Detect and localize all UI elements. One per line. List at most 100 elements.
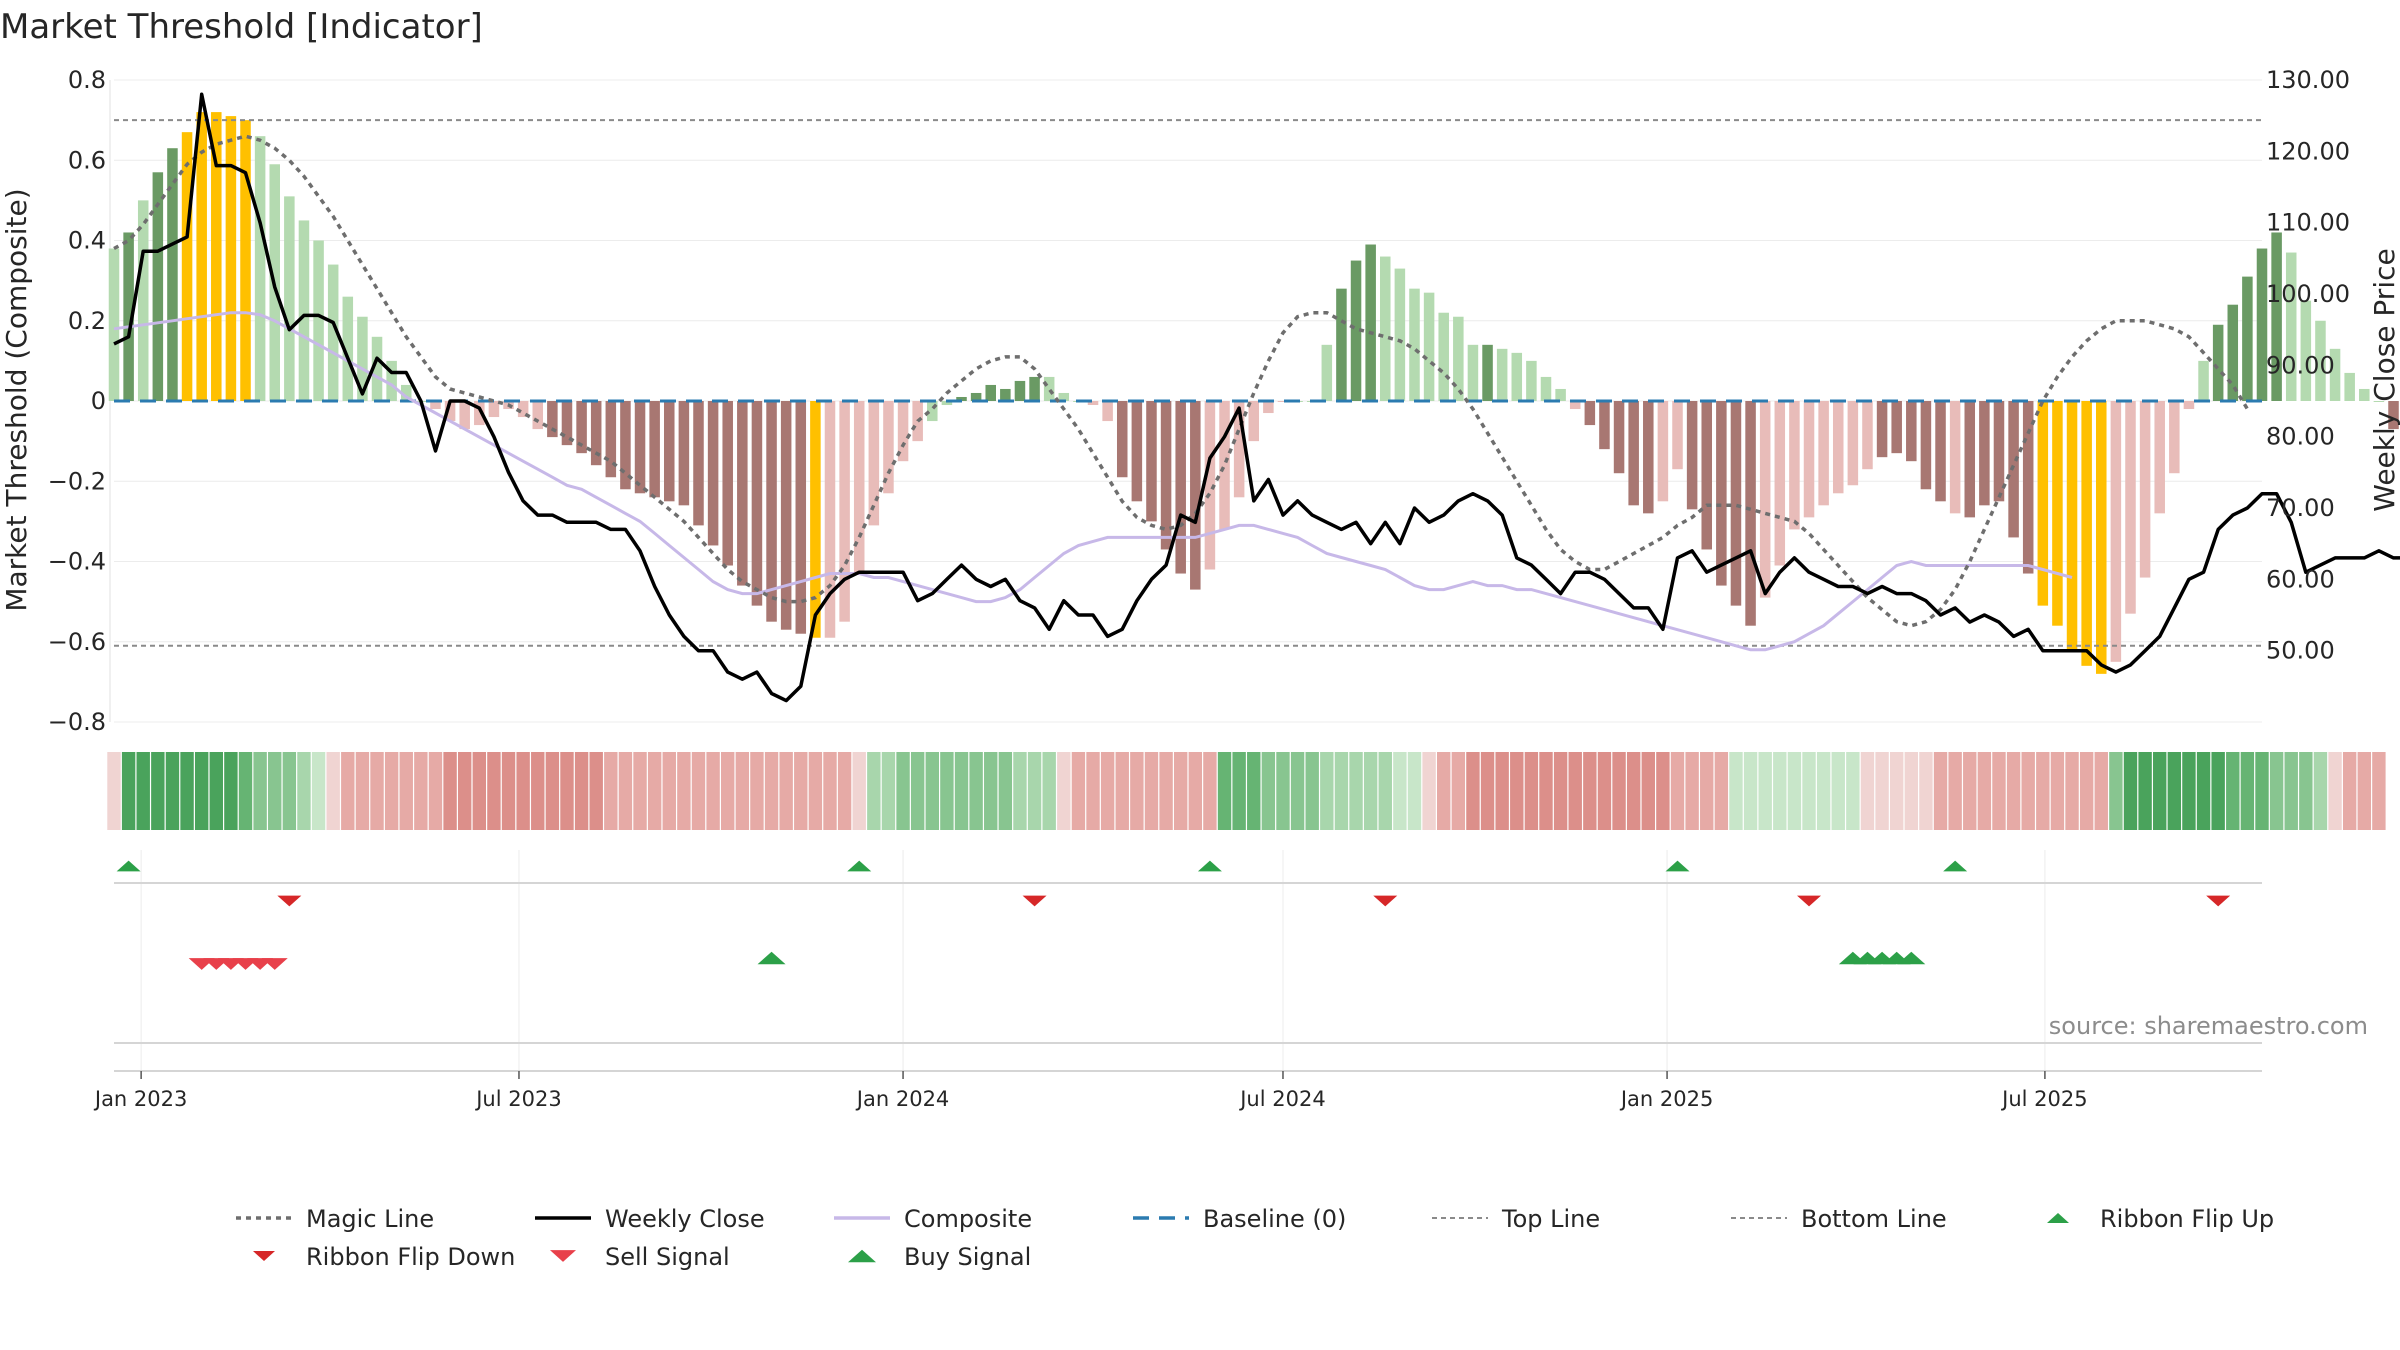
- ribbon-cell: [1027, 752, 1042, 830]
- ribbon-cell: [121, 752, 136, 830]
- ribbon-cell: [1700, 752, 1714, 830]
- composite-bar: [517, 401, 529, 418]
- ribbon-cell: [1451, 752, 1466, 830]
- legend-swatch: [848, 1249, 876, 1263]
- composite-bar: [1832, 401, 1844, 494]
- ribbon-cell: [2328, 752, 2342, 830]
- ribbon-cell: [1013, 752, 1027, 830]
- y-right-tick-label: 100.00: [2266, 280, 2350, 308]
- composite-bar: [2081, 401, 2092, 666]
- ribbon-cell: [428, 752, 443, 830]
- ribbon-cell: [516, 752, 530, 830]
- legend-label: Ribbon Flip Down: [306, 1243, 515, 1271]
- y-right-tick-label: 110.00: [2266, 209, 2350, 237]
- ribbon-cell: [1071, 752, 1086, 830]
- composite-bar: [2183, 401, 2195, 410]
- composite-bar: [1029, 376, 1040, 401]
- composite-bar: [400, 384, 412, 401]
- ribbon-cell: [1057, 752, 1071, 830]
- ribbon-cell: [1115, 752, 1129, 830]
- composite-bar: [2373, 401, 2385, 402]
- composite-bar: [1453, 316, 1464, 401]
- composite-bar: [824, 401, 836, 638]
- composite-bar: [678, 401, 690, 506]
- composite-bar: [547, 401, 558, 438]
- sell-signal-marker: [261, 958, 288, 970]
- composite-bar: [970, 392, 982, 401]
- legend: Magic Line Weekly Close Composite Baseline …: [236, 1205, 2274, 1271]
- ribbon-cell: [910, 752, 925, 830]
- buy-signal-marker: [1897, 951, 1926, 965]
- ribbon-cell: [1495, 752, 1509, 830]
- ribbon-cell: [604, 752, 618, 830]
- x-tick-label: Jul 2025: [2000, 1087, 2087, 1111]
- composite-bar: [1906, 401, 1917, 462]
- composite-bar: [1774, 401, 1786, 566]
- ribbon-cell: [326, 752, 340, 830]
- ribbon-cell: [1334, 752, 1349, 830]
- composite-bar: [897, 401, 909, 462]
- composite-bar: [2388, 401, 2399, 430]
- y-right-tick-label: 50.00: [2266, 637, 2335, 665]
- ribbon-cell: [1042, 752, 1056, 830]
- ribbon-cell: [1393, 752, 1407, 830]
- composite-bar: [1949, 401, 1961, 514]
- composite-bar: [1219, 401, 1230, 530]
- buy-signal-marker: [757, 951, 786, 965]
- composite-bar: [649, 401, 660, 498]
- ribbon-cell: [560, 752, 574, 830]
- composite-bar: [108, 248, 120, 401]
- ribbon-cell: [779, 752, 793, 830]
- y-tick-label: −0.2: [48, 467, 106, 495]
- composite-bar: [196, 112, 207, 401]
- composite-bar: [1190, 401, 1201, 590]
- composite-bar: [1789, 401, 1800, 530]
- composite-bar: [123, 232, 134, 401]
- composite-bar: [2052, 401, 2063, 626]
- y-tick-label: 0: [91, 387, 106, 415]
- ribbon-cell: [2284, 752, 2298, 830]
- ribbon-cell: [1539, 752, 1553, 830]
- composite-bar: [1394, 268, 1406, 401]
- composite-bar: [1438, 312, 1449, 401]
- composite-bar: [1716, 401, 1727, 586]
- composite-bar: [313, 240, 324, 401]
- composite-bar: [1336, 288, 1347, 401]
- composite-bar: [751, 401, 763, 606]
- legend-label: Top Line: [1501, 1205, 1600, 1233]
- composite-bar: [985, 384, 996, 401]
- ribbon-cell: [370, 752, 384, 830]
- composite-bar: [1555, 388, 1566, 401]
- source-note: source: sharemaestro.com: [2049, 1012, 2368, 1040]
- composite-bar: [371, 336, 383, 401]
- composite-bar: [2139, 401, 2151, 578]
- ribbon-cell: [1626, 752, 1641, 830]
- x-tick-label: Jul 2023: [474, 1087, 561, 1111]
- y-axis-label-right: Weekly Close Price: [2368, 248, 2400, 511]
- composite-bar: [1876, 401, 1888, 458]
- composite-bar: [1818, 401, 1829, 506]
- ribbon-cell: [1948, 752, 1962, 830]
- composite-bar: [1496, 348, 1508, 401]
- ribbon-cell: [925, 752, 939, 830]
- ribbon-cell: [1173, 752, 1188, 830]
- composite-bar: [795, 401, 807, 634]
- ribbon-cell: [384, 752, 399, 830]
- legend-label: Baseline (0): [1203, 1205, 1346, 1233]
- ribbon-cell: [633, 752, 647, 830]
- composite-bar: [766, 401, 777, 622]
- composite-bar: [181, 132, 193, 401]
- ribbon-cell: [443, 752, 457, 830]
- composite-bar: [1423, 292, 1435, 401]
- ribbon-cell: [1188, 752, 1203, 830]
- y-tick-label: 0.8: [68, 66, 106, 94]
- composite-bar: [1175, 401, 1186, 574]
- composite-bar: [1365, 244, 1376, 401]
- composite-bar: [1350, 260, 1362, 401]
- ribbon-cell: [721, 752, 735, 830]
- composite-bar: [1745, 401, 1756, 626]
- ribbon-cell: [1510, 752, 1524, 830]
- composite-bar: [1263, 401, 1274, 414]
- ribbon-cell: [574, 752, 589, 830]
- ribbon-cell: [165, 752, 180, 830]
